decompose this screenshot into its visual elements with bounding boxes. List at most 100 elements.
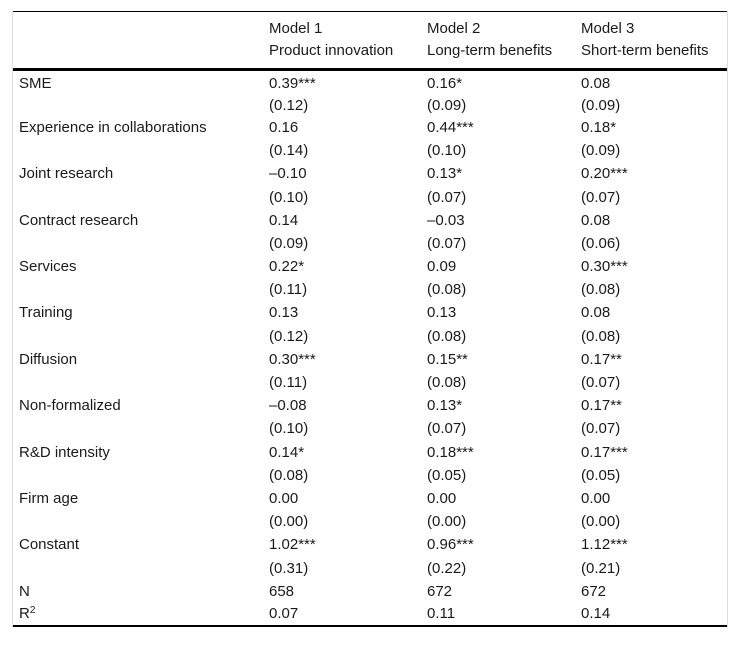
table-row: Non-formalized –0.08 0.13* 0.17** [13, 394, 727, 417]
row-label: Constant [19, 536, 80, 554]
se-cell: (0.09) [269, 234, 309, 252]
se-cell: (0.09) [427, 97, 467, 115]
stat-value: 672 [581, 582, 607, 600]
table-row-se: (0.14) (0.10) (0.09) [13, 139, 727, 162]
coef-cell: 1.12*** [581, 536, 628, 554]
table-row: SME 0.39*** 0.16* 0.08 [13, 70, 727, 93]
se-cell: (0.07) [427, 188, 467, 206]
table-row: Experience in collaborations 0.16 0.44**… [13, 116, 727, 139]
se-cell: (0.05) [427, 466, 467, 484]
table-row-se: (0.00) (0.00) (0.00) [13, 510, 727, 533]
row-label: Firm age [19, 489, 79, 507]
model-1-subtitle: Product innovation [269, 41, 394, 59]
coef-cell: 0.44*** [427, 118, 474, 136]
se-cell: (0.07) [427, 234, 467, 252]
table-row-se: (0.12) (0.09) (0.09) [13, 93, 727, 116]
coef-cell: 0.14 [269, 211, 299, 229]
table-row-se: (0.12) (0.08) (0.08) [13, 325, 727, 348]
coef-cell: 0.13* [427, 165, 463, 183]
row-label: Diffusion [19, 350, 78, 368]
coef-cell: 0.15** [427, 350, 468, 368]
se-cell: (0.21) [581, 559, 621, 577]
stat-value: 0.11 [427, 605, 456, 623]
stat-label: N [19, 582, 30, 600]
table-row: Services 0.22* 0.09 0.30*** [13, 255, 727, 278]
table-row-se: (0.11) (0.08) (0.08) [13, 278, 727, 301]
coef-cell: 0.18* [581, 118, 617, 136]
coef-cell: –0.10 [269, 165, 307, 183]
row-label: Services [19, 258, 77, 276]
se-cell: (0.08) [581, 281, 621, 299]
table-row-se: (0.09) (0.07) (0.06) [13, 232, 727, 255]
se-cell: (0.22) [427, 559, 467, 577]
row-label-empty [13, 417, 269, 440]
coef-cell: 0.39*** [269, 74, 316, 92]
se-cell: (0.00) [581, 513, 621, 531]
stat-label: R2 [13, 603, 269, 626]
table-row: Constant 1.02*** 0.96*** 1.12*** [13, 533, 727, 556]
coef-cell: 0.00 [269, 489, 299, 507]
model-2-subtitle: Long-term benefits [427, 41, 553, 59]
coef-cell: 0.08 [581, 74, 611, 92]
coef-cell: 0.14* [269, 443, 305, 461]
table-row: Contract research 0.14 –0.03 0.08 [13, 209, 727, 232]
table-row-se: (0.11) (0.08) (0.07) [13, 371, 727, 394]
table-row-se: (0.08) (0.05) (0.05) [13, 464, 727, 487]
se-cell: (0.00) [427, 513, 467, 531]
coef-cell: 0.00 [581, 489, 611, 507]
stat-value: 0.07 [269, 605, 299, 623]
coef-cell: 1.02*** [269, 536, 316, 554]
table-row-se: (0.31) (0.22) (0.21) [13, 556, 727, 579]
se-cell: (0.14) [269, 142, 309, 160]
se-cell: (0.07) [581, 374, 621, 392]
se-cell: (0.09) [581, 97, 621, 115]
se-cell: (0.11) [269, 374, 308, 392]
coef-cell: 0.16 [269, 118, 299, 136]
regression-table: Model 1 Model 2 Model 3 Product innovati… [13, 11, 727, 627]
model-subtitle-row: Product innovation Long-term benefits Sh… [13, 41, 727, 70]
stat-value: 658 [269, 582, 295, 600]
table-row: R&D intensity 0.14* 0.18*** 0.17*** [13, 441, 727, 464]
row-label-empty [13, 232, 269, 255]
se-cell: (0.10) [269, 188, 309, 206]
se-cell: (0.10) [427, 142, 467, 160]
se-cell: (0.05) [581, 466, 621, 484]
table-row: Firm age 0.00 0.00 0.00 [13, 487, 727, 510]
se-cell: (0.12) [269, 327, 309, 345]
table-row-se: (0.10) (0.07) (0.07) [13, 185, 727, 208]
coef-cell: 0.22* [269, 258, 305, 276]
coef-cell: 0.30*** [581, 258, 628, 276]
stat-row-r2: R2 0.07 0.11 0.14 [13, 603, 727, 626]
row-label-empty [13, 139, 269, 162]
coef-cell: 0.08 [581, 211, 611, 229]
row-label: Experience in collaborations [19, 118, 207, 136]
table-row: Joint research –0.10 0.13* 0.20*** [13, 162, 727, 185]
coef-cell: 0.00 [427, 489, 457, 507]
row-label-empty [13, 556, 269, 579]
coef-cell: 0.17*** [581, 443, 628, 461]
coef-cell: 0.30*** [269, 350, 316, 368]
se-cell: (0.08) [427, 374, 467, 392]
coef-cell: 0.16* [427, 74, 463, 92]
row-label: SME [19, 74, 52, 92]
coef-cell: 0.17** [581, 350, 622, 368]
coef-cell: 0.96*** [427, 536, 474, 554]
se-cell: (0.08) [427, 281, 467, 299]
model-name-row: Model 1 Model 2 Model 3 [13, 12, 727, 41]
stat-row-n: N 658 672 672 [13, 580, 727, 603]
se-cell: (0.08) [269, 466, 309, 484]
model-3-header: Model 3 [581, 20, 635, 38]
table-row-se: (0.10) (0.07) (0.07) [13, 417, 727, 440]
se-cell: (0.08) [427, 327, 467, 345]
se-cell: (0.07) [427, 420, 467, 438]
stat-value: 0.14 [581, 605, 611, 623]
table-row: Training 0.13 0.13 0.08 [13, 301, 727, 324]
se-cell: (0.09) [581, 142, 621, 160]
r2-base: R [19, 605, 30, 623]
se-cell: (0.31) [269, 559, 309, 577]
model-2-header: Model 2 [427, 20, 481, 38]
header-empty-cell [13, 12, 269, 41]
se-cell: (0.10) [269, 420, 309, 438]
row-label: Non-formalized [19, 397, 121, 415]
row-label-empty [13, 93, 269, 116]
